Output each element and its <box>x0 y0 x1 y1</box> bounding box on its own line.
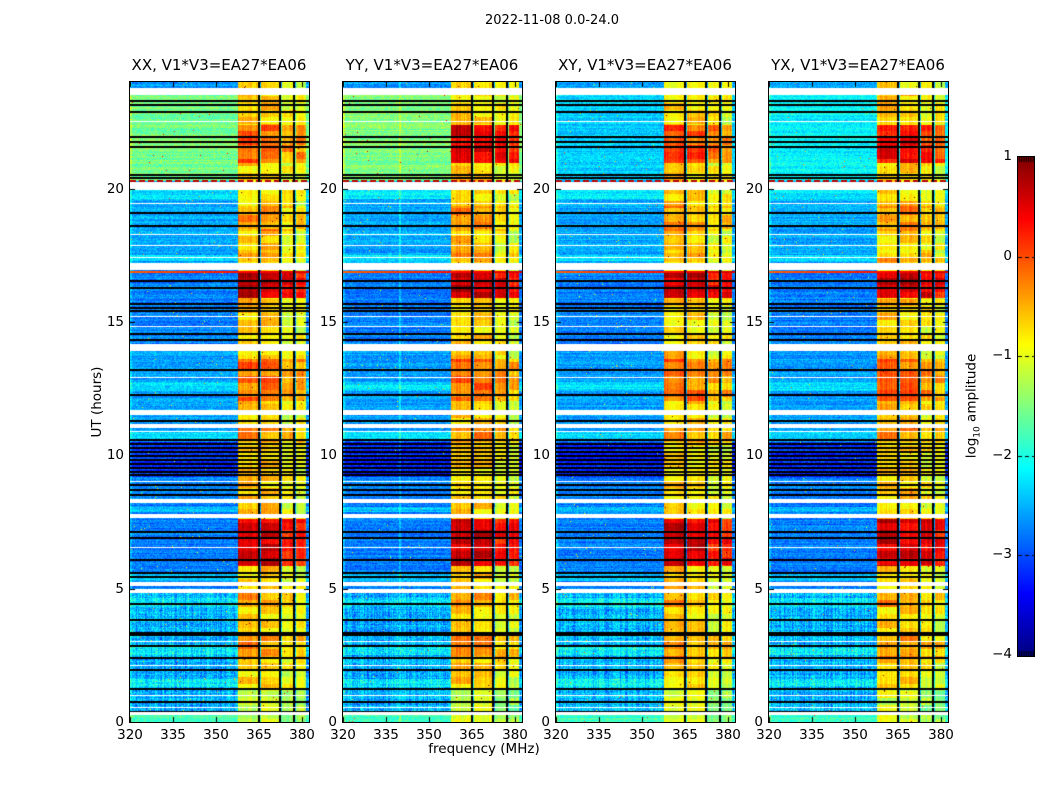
x-tick-label: 350 <box>629 727 655 743</box>
figure-title: 2022-11-08 0.0-24.0 <box>485 13 619 28</box>
spectrogram-panel-yy <box>342 81 523 723</box>
y-tick-label: 10 <box>745 447 763 463</box>
spectrogram-canvas-yy <box>343 82 522 722</box>
colorbar-tick-label: 1 <box>1003 148 1012 164</box>
x-tick-label: 350 <box>203 727 229 743</box>
colorbar-tick-label: −4 <box>992 646 1012 662</box>
x-tick-label: 380 <box>289 727 315 743</box>
spectrogram-panel-yx <box>768 81 949 723</box>
spectrogram-canvas-xx <box>130 82 309 722</box>
x-tick-label: 365 <box>672 727 698 743</box>
y-tick-label: 10 <box>319 447 337 463</box>
colorbar <box>1017 156 1035 657</box>
x-tick-label: 335 <box>799 727 825 743</box>
colorbar-tick-label: −3 <box>992 546 1012 562</box>
y-tick-label: 0 <box>541 714 550 730</box>
y-tick-label: 20 <box>319 181 337 197</box>
colorbar-tick-label: 0 <box>1003 248 1012 264</box>
y-tick-label: 15 <box>319 314 337 330</box>
colorbar-label-prefix: log <box>963 437 980 459</box>
y-tick-label: 20 <box>532 181 550 197</box>
colorbar-label-subscript: 10 <box>972 426 983 438</box>
x-tick-label: 350 <box>842 727 868 743</box>
y-tick-label: 10 <box>106 447 124 463</box>
y-tick-label: 10 <box>532 447 550 463</box>
y-tick-label: 5 <box>754 581 763 597</box>
x-tick-label: 335 <box>586 727 612 743</box>
y-axis-label: UT (hours) <box>89 366 105 438</box>
colorbar-label: log10 amplitude <box>964 354 983 459</box>
x-tick-label: 365 <box>246 727 272 743</box>
x-tick-label: 335 <box>160 727 186 743</box>
y-tick-label: 5 <box>115 581 124 597</box>
x-tick-label: 320 <box>543 727 569 743</box>
y-tick-label: 20 <box>106 181 124 197</box>
x-tick-label: 320 <box>330 727 356 743</box>
y-tick-label: 0 <box>115 714 124 730</box>
x-tick-label: 380 <box>928 727 954 743</box>
panel-title-xy: XY, V1*V3=EA27*EA06 <box>558 56 732 74</box>
x-tick-label: 320 <box>117 727 143 743</box>
x-tick-label: 335 <box>373 727 399 743</box>
x-axis-label: frequency (MHz) <box>428 741 540 757</box>
colorbar-gradient <box>1018 157 1034 656</box>
x-tick-label: 380 <box>715 727 741 743</box>
y-tick-label: 15 <box>745 314 763 330</box>
x-tick-label: 365 <box>459 727 485 743</box>
y-tick-label: 20 <box>745 181 763 197</box>
y-tick-label: 5 <box>328 581 337 597</box>
x-tick-label: 320 <box>756 727 782 743</box>
x-tick-label: 365 <box>885 727 911 743</box>
x-tick-label: 350 <box>416 727 442 743</box>
spectrogram-canvas-xy <box>556 82 735 722</box>
y-tick-label: 0 <box>328 714 337 730</box>
panel-title-yy: YY, V1*V3=EA27*EA06 <box>345 56 519 74</box>
y-tick-label: 5 <box>541 581 550 597</box>
y-tick-label: 15 <box>532 314 550 330</box>
x-tick-label: 380 <box>502 727 528 743</box>
colorbar-tick-label: −2 <box>992 447 1012 463</box>
y-tick-label: 15 <box>106 314 124 330</box>
panel-title-xx: XX, V1*V3=EA27*EA06 <box>131 56 307 74</box>
spectrogram-canvas-yx <box>769 82 948 722</box>
panel-title-yx: YX, V1*V3=EA27*EA06 <box>771 56 945 74</box>
colorbar-label-suffix: amplitude <box>963 353 980 427</box>
spectrogram-panel-xx <box>129 81 310 723</box>
spectrogram-panel-xy <box>555 81 736 723</box>
y-tick-label: 0 <box>754 714 763 730</box>
colorbar-tick-label: −1 <box>992 347 1012 363</box>
